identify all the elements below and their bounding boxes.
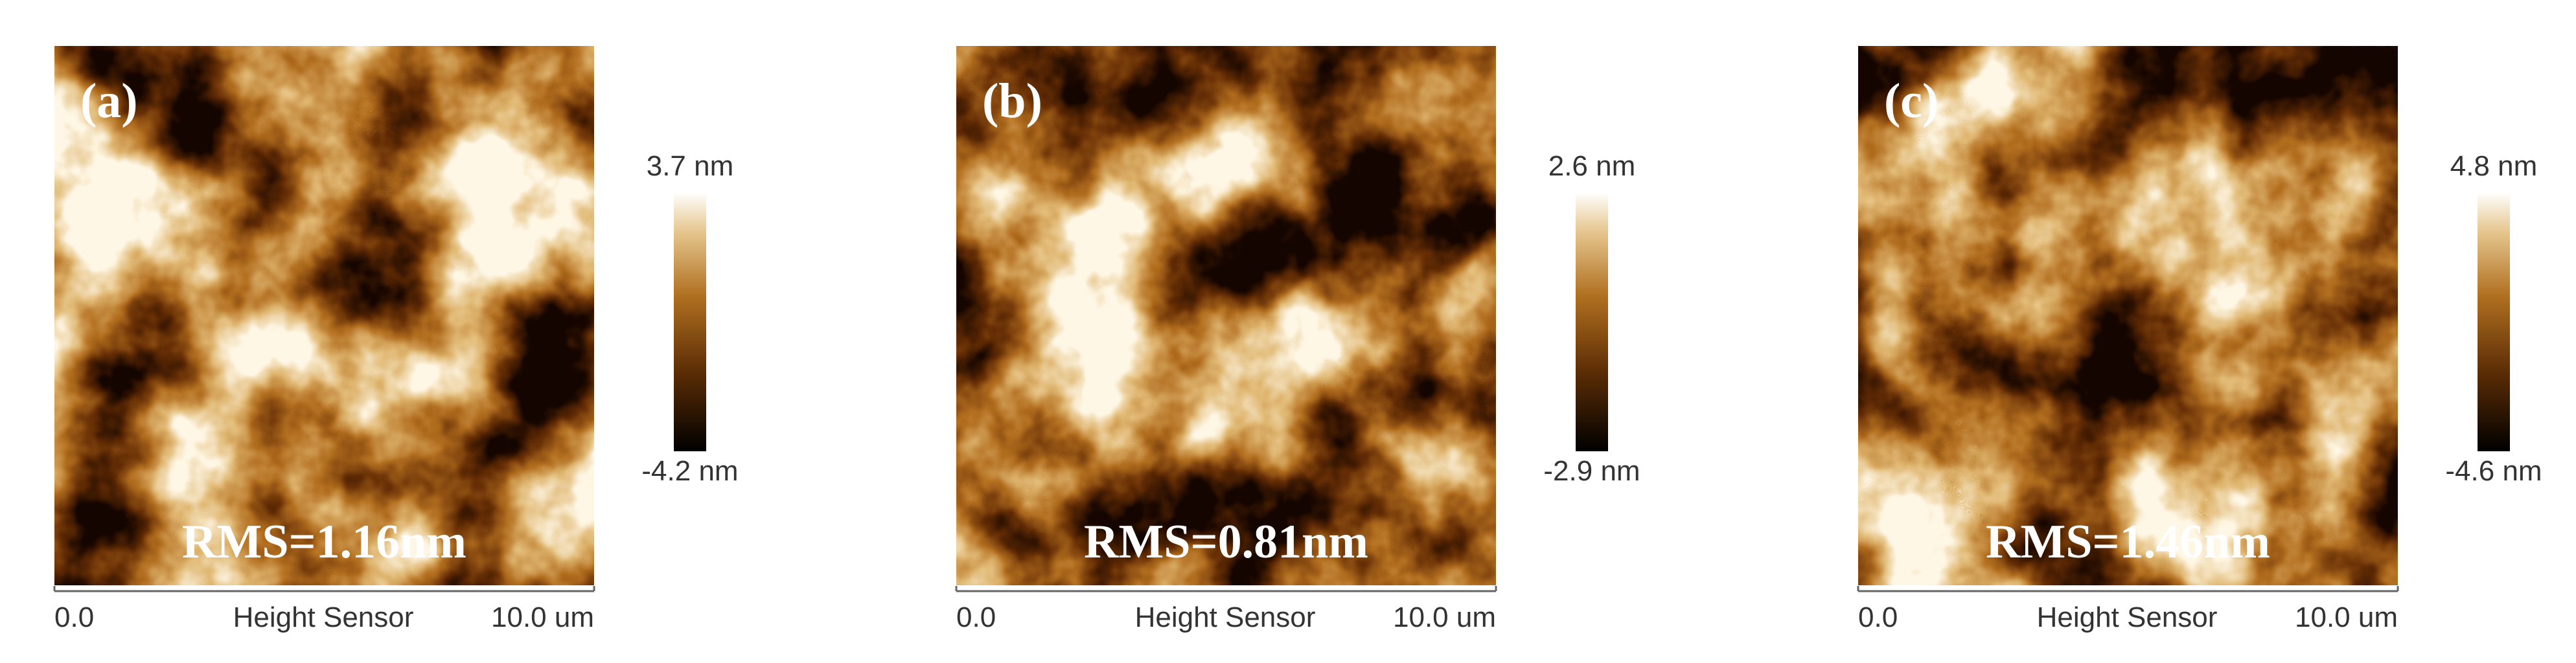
x-start: 0.0 [54,601,94,633]
panel: (c) RMS=1.46nm 4.8 nm -4.6 nm 0.0 Height Sens… [1857,46,2542,633]
colorbar [2478,192,2510,451]
x-label: Height Sensor [1135,601,1316,633]
colorbar [1576,192,1608,451]
x-end: 10.0 um [1393,601,1496,633]
scale-max: 4.8 nm [2450,150,2538,182]
scale-min: -4.6 nm [2445,455,2542,487]
afm-image [1858,46,2398,585]
panel-label: (a) [80,74,138,128]
panel-label: (b) [982,74,1042,128]
panel: (a) RMS=1.16nm 3.7 nm -4.2 nm 0.0 Height Sens… [53,46,739,633]
x-start: 0.0 [1858,601,1898,633]
x-end: 10.0 um [491,601,594,633]
rms-label: RMS=1.46nm [1986,515,2270,568]
scale-min: -4.2 nm [641,455,738,487]
scale-max: 3.7 nm [647,150,734,182]
panel-label: (c) [1884,74,1938,128]
x-start: 0.0 [956,601,996,633]
x-end: 10.0 um [2295,601,2398,633]
x-label: Height Sensor [233,601,414,633]
rms-label: RMS=0.81nm [1084,515,1368,568]
rms-label: RMS=1.16nm [182,515,466,568]
x-label: Height Sensor [2037,601,2218,633]
afm-image [956,46,1496,585]
scale-max: 2.6 nm [1548,150,1636,182]
colorbar [674,192,706,451]
afm-image [54,46,594,585]
scale-min: -2.9 nm [1543,455,1640,487]
panel: (b) RMS=0.81nm 2.6 nm -2.9 nm 0.0 Height Sens… [955,46,1640,633]
